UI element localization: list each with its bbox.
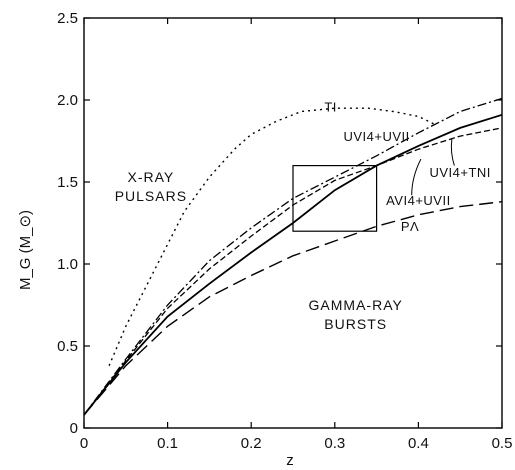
annotation-label-1: UVI4+UVII <box>343 129 409 144</box>
y-axis-title: M_G (M_⊙) <box>17 210 34 290</box>
series-layer <box>83 97 503 416</box>
x-tick-label-0.2: 0.2 <box>241 435 262 452</box>
region-label-0-1: PULSARS <box>115 188 187 204</box>
series-line-p- <box>83 201 503 416</box>
annotation-label-4: PΛ <box>401 219 419 234</box>
y-tick-label-2.0: 2.0 <box>57 92 78 109</box>
annotation-layer: TI UVI4+UVII UVI4+TNI AVI4+UVII PΛ X-RAY PULSA… <box>115 99 491 331</box>
x-tick-label-0.5: 0.5 <box>492 435 513 452</box>
y-tick-label-0.5: 0.5 <box>57 338 78 355</box>
plot-frame <box>83 17 503 429</box>
region-label-1-0: GAMMA-RAY <box>309 297 403 313</box>
box-layer <box>292 165 378 232</box>
x-tick-label-0.3: 0.3 <box>324 435 345 452</box>
x-tick-label-0: 0 <box>80 435 88 452</box>
y-tick-label-1.0: 1.0 <box>57 256 78 273</box>
series-line-av14-uvii <box>83 113 503 416</box>
annotation-label-0: TI <box>324 99 337 114</box>
x-axis-title: z <box>286 452 294 469</box>
y-tick-label-2.5: 2.5 <box>57 10 78 27</box>
annotation-label-3: AVI4+UVII <box>386 193 451 208</box>
y-tick-label-1.5: 1.5 <box>57 174 78 191</box>
region-label-0-0: X-RAY <box>128 169 175 185</box>
x-tick-label-0.4: 0.4 <box>408 435 429 452</box>
arrow-uv14-tni <box>450 139 455 166</box>
x-tick-label-0.1: 0.1 <box>157 435 178 452</box>
axes: 0 0.1 0.2 0.3 0.4 0.5 0 0.5 1.0 1.5 2.0 2.5 <box>57 10 512 452</box>
arrow-av14-uvii <box>411 158 422 196</box>
series-line-uv14-uvii <box>83 97 503 416</box>
series-line-uv14-tni <box>83 127 503 416</box>
y-tick-label-0: 0 <box>70 420 78 437</box>
annotation-label-2: UVI4+TNI <box>429 165 490 180</box>
observational-box <box>292 165 378 232</box>
region-label-1-1: BURSTS <box>324 316 387 332</box>
